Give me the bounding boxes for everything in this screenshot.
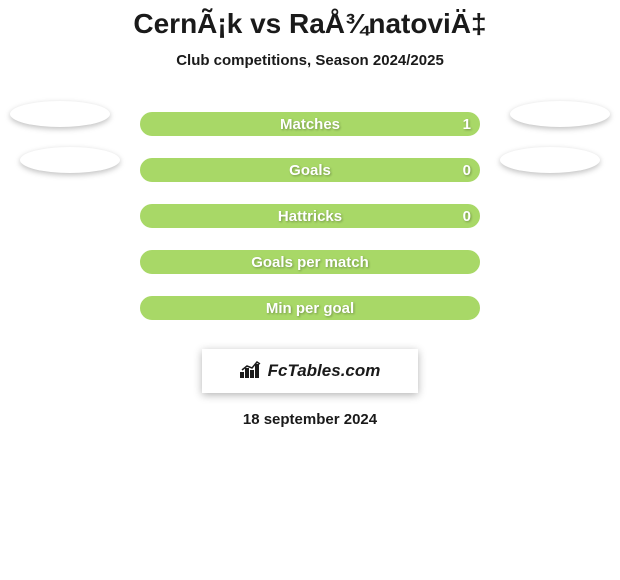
player-ellipse-right xyxy=(500,147,600,173)
stat-row-hattricks: Hattricks 0 xyxy=(0,193,620,239)
stats-area: Matches 1 Goals 0 Hattricks 0 Goals per … xyxy=(0,101,620,331)
stat-value: 1 xyxy=(463,116,471,133)
stat-value: 0 xyxy=(463,208,471,225)
stat-row-min-per-goal: Min per goal xyxy=(0,285,620,331)
comparison-subtitle: Club competitions, Season 2024/2025 xyxy=(176,52,444,69)
logo-text: FcTables.com xyxy=(268,361,381,381)
logo-box: FcTables.com xyxy=(202,349,418,393)
stat-row-goals: Goals 0 xyxy=(0,147,620,193)
stat-bar: Goals 0 xyxy=(140,158,480,182)
stat-bar: Matches 1 xyxy=(140,112,480,136)
stat-label: Goals per match xyxy=(251,254,369,271)
player-ellipse-right xyxy=(510,101,610,127)
stat-row-matches: Matches 1 xyxy=(0,101,620,147)
stat-bar: Hattricks 0 xyxy=(140,204,480,228)
stat-label: Hattricks xyxy=(278,208,342,225)
stat-bar: Goals per match xyxy=(140,250,480,274)
date-text: 18 september 2024 xyxy=(243,411,377,428)
stat-label: Matches xyxy=(280,116,340,133)
comparison-title: CernÃ¡k vs RaÅ¾natoviÄ‡ xyxy=(133,8,486,40)
stat-label: Min per goal xyxy=(266,300,354,317)
stat-value: 0 xyxy=(463,162,471,179)
stat-label: Goals xyxy=(289,162,331,179)
player-ellipse-left xyxy=(10,101,110,127)
player-ellipse-left xyxy=(20,147,120,173)
chart-icon xyxy=(240,360,264,383)
stat-row-goals-per-match: Goals per match xyxy=(0,239,620,285)
stat-bar: Min per goal xyxy=(140,296,480,320)
